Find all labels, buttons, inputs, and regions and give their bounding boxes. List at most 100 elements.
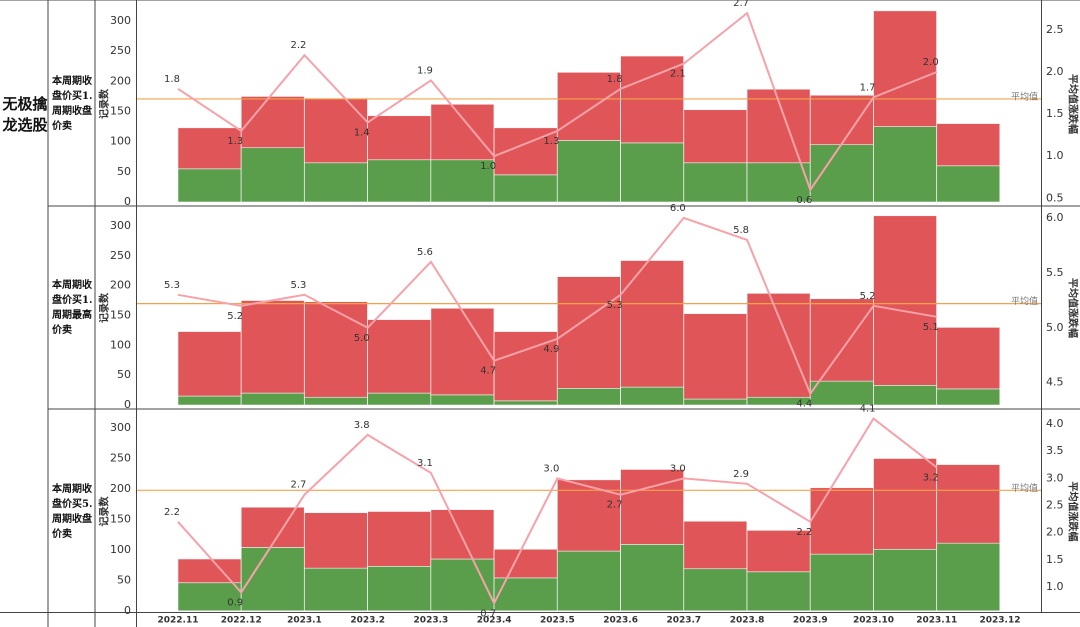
bar-segment — [809, 94, 874, 146]
bar-segment — [936, 123, 1001, 167]
y2-tick-label: 1.5 — [1046, 553, 1064, 566]
data-label: 0.7 — [480, 608, 496, 619]
bar-segment — [177, 395, 242, 406]
y2-tick-label: 0.5 — [1046, 191, 1064, 204]
bar-segment — [367, 319, 431, 394]
data-label: 2.9 — [733, 469, 749, 480]
y-tick-label: 200 — [110, 482, 131, 495]
bar-segment — [240, 300, 305, 394]
data-label: 3.0 — [543, 463, 559, 474]
y-tick-label: 50 — [117, 368, 131, 381]
bar-segment — [936, 327, 1001, 390]
y-tick-label: 50 — [117, 165, 131, 178]
y-tick-label: 0 — [124, 398, 131, 411]
y2-tick-label: 2.5 — [1046, 23, 1064, 36]
data-label: 4.1 — [860, 404, 876, 415]
bar-segment — [304, 301, 368, 398]
data-label: 0.9 — [227, 597, 243, 608]
bar-segment — [177, 331, 242, 397]
bar-segment — [430, 558, 495, 612]
data-label: 5.3 — [164, 280, 180, 291]
y2-tick-label: 2.5 — [1046, 499, 1064, 512]
bar-segment — [304, 512, 368, 569]
y-tick-label: 200 — [110, 279, 131, 292]
data-label: 5.8 — [733, 225, 749, 236]
y2-tick-label: 5.5 — [1046, 266, 1064, 279]
bar-segment — [430, 159, 495, 203]
data-label: 1.8 — [607, 74, 623, 85]
data-label: 1.0 — [480, 161, 496, 172]
bar-segment — [177, 582, 242, 612]
data-label: 1.9 — [417, 65, 433, 76]
y-tick-label: 100 — [110, 135, 131, 148]
bar-segment — [557, 550, 621, 612]
bar-segment — [809, 553, 874, 612]
bar-segment — [367, 566, 431, 612]
y-tick-label: 300 — [110, 14, 131, 27]
bar-segment — [620, 544, 684, 612]
bar-segment — [936, 388, 1001, 406]
bar-segment — [873, 10, 937, 127]
bar-segment — [683, 109, 748, 164]
bar-segment — [557, 387, 621, 406]
bar-segment — [367, 159, 431, 203]
bar-segment — [746, 162, 811, 203]
x-tick-label: 2023.4 — [477, 616, 512, 626]
bar-segment — [430, 104, 495, 161]
x-tick-label: 2023.5 — [540, 616, 575, 626]
y2-tick-label: 3.5 — [1046, 444, 1064, 457]
data-label: 5.2 — [860, 291, 876, 302]
line-series — [177, 216, 937, 396]
x-tick-label: 2023.9 — [793, 616, 828, 626]
bar-segment — [367, 115, 431, 161]
data-label: 0.6 — [796, 195, 812, 206]
average-label: 平均值 — [1011, 90, 1038, 102]
y2-tick-label: 1.5 — [1046, 107, 1064, 120]
x-tick-label: 2023.1 — [287, 616, 322, 626]
data-label: 5.2 — [227, 311, 243, 322]
bar-segment — [177, 127, 242, 170]
y-axis-title: 记录数 — [98, 496, 111, 527]
x-tick-label: 2023.12 — [979, 616, 1020, 626]
bar-segment — [809, 380, 874, 406]
data-label: 1.7 — [860, 82, 876, 93]
bar-segment — [367, 511, 431, 567]
x-tick-label: 2023.8 — [730, 616, 765, 626]
y-tick-label: 150 — [110, 105, 131, 118]
group-label: 无极擒龙选股 — [2, 95, 48, 134]
y2-tick-label: 2.0 — [1046, 65, 1064, 78]
y-tick-label: 300 — [110, 421, 131, 434]
bar-segment — [873, 126, 937, 203]
average-label: 平均值 — [1011, 482, 1038, 494]
y2-tick-label: 3.0 — [1046, 471, 1064, 484]
data-label: 1.3 — [227, 136, 243, 147]
y-axis-title: 记录数 — [98, 292, 111, 323]
y2-tick-label: 4.5 — [1046, 376, 1064, 389]
bar-segment — [683, 162, 748, 203]
x-tick-label: 2023.2 — [350, 616, 385, 626]
data-label: 3.8 — [354, 420, 370, 431]
average-label: 平均值 — [1011, 295, 1038, 307]
data-label: 5.3 — [607, 300, 623, 311]
data-label: 2.0 — [923, 57, 939, 68]
bar-segment — [746, 293, 811, 398]
data-label: 5.6 — [417, 247, 433, 258]
data-label: 2.7 — [607, 500, 623, 511]
y-tick-label: 150 — [110, 512, 131, 525]
y-tick-label: 250 — [110, 44, 131, 57]
data-label: 4.9 — [543, 344, 559, 355]
bar-segment — [493, 174, 558, 203]
x-tick-label: 2023.3 — [414, 616, 449, 626]
bar-segment — [557, 72, 621, 141]
bar-segment — [240, 96, 305, 149]
bar-segment — [620, 386, 684, 406]
x-tick-label: 2023.7 — [666, 616, 701, 626]
x-tick-label: 2023.6 — [603, 616, 638, 626]
y2-axis-title: 平均值涨跌幅 — [1067, 278, 1080, 338]
bar-segment — [873, 385, 937, 406]
y2-tick-label: 4.0 — [1046, 417, 1064, 430]
bar-segment — [177, 558, 242, 584]
row-label: 本周期收盘价买1.周期收盘价卖 — [52, 76, 93, 132]
y2-tick-label: 6.0 — [1046, 211, 1064, 224]
